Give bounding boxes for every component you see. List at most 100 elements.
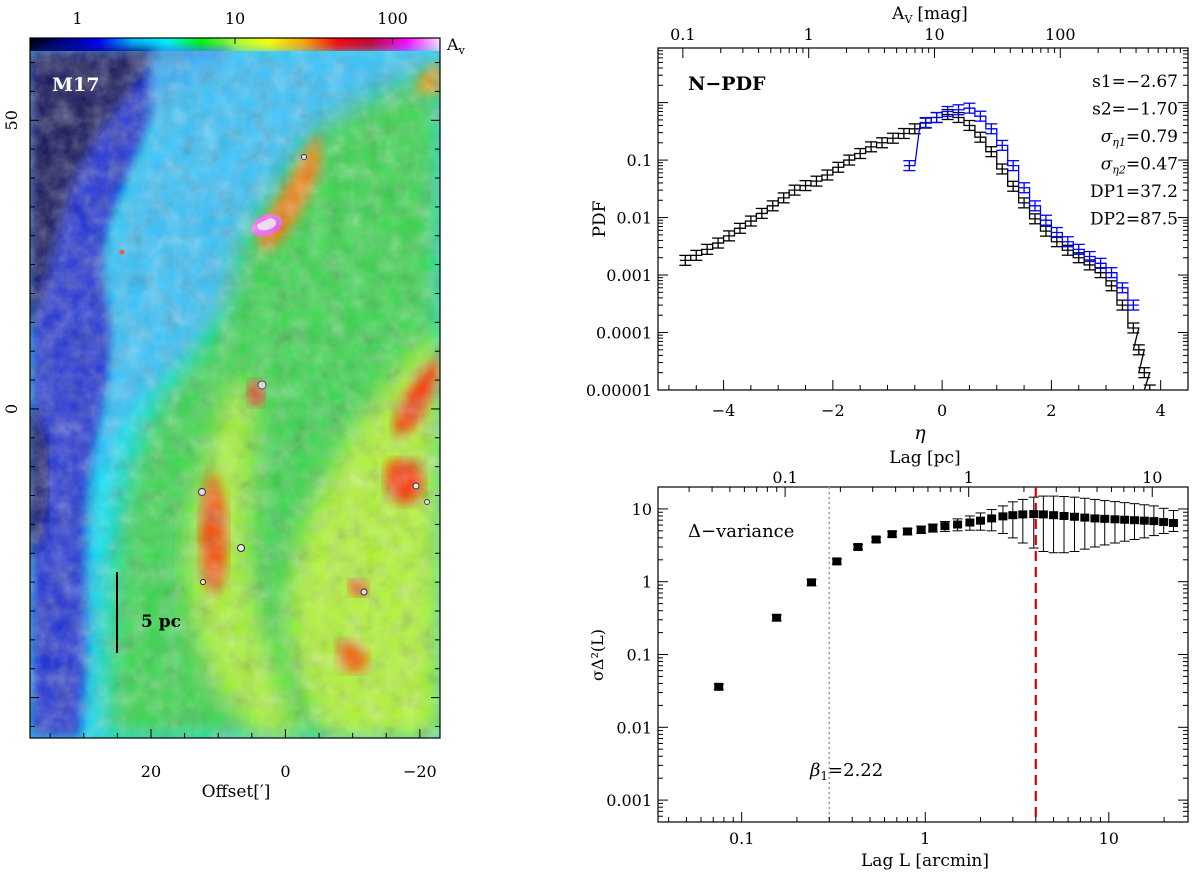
dvar-top-tick-label: 0.1 [772, 468, 797, 487]
pdf-stat: s2=−1.70 [1092, 100, 1178, 120]
pdf-stat: ση2=0.47 [1101, 155, 1178, 177]
dvar-point [976, 516, 986, 525]
pdf-top-tick-label: 0.1 [670, 25, 695, 44]
dvar-point [1090, 514, 1100, 523]
map-x-tick-label: 0 [280, 762, 290, 781]
dvar-point [772, 613, 782, 622]
dvar-point [902, 527, 912, 536]
colorbar-tick-label: 10 [225, 9, 245, 28]
dvar-point [1008, 511, 1018, 520]
pdf-frame [657, 47, 1189, 391]
map-tick-marks [30, 62, 440, 738]
dvar-point [916, 525, 926, 534]
pdf-stat: DP1=37.2 [1090, 182, 1178, 202]
colorbar-tick-label: 100 [377, 9, 408, 28]
pdf-x-tick-label: −4 [712, 401, 736, 420]
extinction-map [30, 51, 440, 738]
dvar-x-tick-label: 10 [1099, 829, 1119, 848]
dvar-point [1120, 515, 1130, 524]
dvar-point [1159, 518, 1169, 527]
colorbar-tick-label: 1 [72, 9, 82, 28]
dvar-point [1168, 519, 1178, 528]
map-title: M17 [52, 74, 99, 96]
pdf-axes: −4 −2 0 2 4 0.1 0.01 0.001 0.0001 0.00001 0.1 1 10 10… [586, 25, 1189, 420]
dvar-point [714, 682, 724, 691]
map-y-tick-labels: 50 0 [2, 110, 21, 414]
pdf-top-tick-label: 1 [804, 25, 814, 44]
map-frame [29, 37, 441, 739]
pdf-x-tick-label: 4 [1156, 401, 1166, 420]
pdf-y-tick-label: 0.1 [627, 151, 652, 170]
pdf-top-tick-label: 10 [924, 25, 944, 44]
dvar-y-tick-label: 10 [632, 500, 652, 519]
dvar-point [887, 530, 897, 539]
dvar-title: Δ−variance [688, 521, 794, 542]
dvar-point [1139, 516, 1149, 525]
map-panel: 1 10 100 Av [2, 9, 466, 802]
dvar-point [1059, 511, 1069, 520]
dvar-point [1110, 515, 1120, 524]
dvar-x-label: Lag L [arcmin] [861, 851, 989, 871]
dvar-point [1029, 510, 1039, 519]
pdf-x-tick-label: −2 [821, 401, 845, 420]
dvar-point [871, 535, 881, 544]
pdf-x-label: η [914, 422, 926, 444]
pdf-top-label: AV [mag] [891, 4, 968, 26]
dvar-x-tick-label: 1 [920, 829, 930, 848]
dvar-point [1018, 510, 1028, 519]
pdf-top-tick-label: 100 [1045, 25, 1076, 44]
dvar-annotation: β1=2.22 [809, 760, 883, 783]
pdf-y-tick-label: 0.01 [616, 209, 652, 228]
dvar-x-tick-label: 0.1 [729, 829, 754, 848]
pdf-y-tick-label: 0.00001 [586, 381, 652, 400]
dvar-point [1129, 516, 1139, 525]
dvar-point [965, 518, 975, 527]
scale-bar-label: 5 pc [141, 612, 181, 632]
pdf-x-tick-label: 2 [1046, 401, 1056, 420]
pdf-y-label: PDF [590, 200, 610, 237]
map-x-label: Offset[′] [202, 782, 271, 802]
colorbar [30, 38, 440, 51]
dvar-panel: 0.1 1 10 10 1 0.1 0.01 0.001 0.1 1 10 Δ−variance β… [588, 448, 1189, 871]
dvar-y-tick-label: 0.1 [627, 646, 652, 665]
dvar-y-tick-label: 1 [642, 573, 652, 592]
pdf-stat: s1=−2.67 [1092, 72, 1178, 92]
dvar-point [987, 514, 997, 523]
pdf-stats: s1=−2.67 s2=−1.70 ση1=0.79 ση2=0.47 DP1=37.2… [1090, 72, 1178, 230]
dvar-axes: 0.1 1 10 10 1 0.1 0.01 0.001 0.1 1 10 [606, 468, 1188, 848]
dvar-point [1038, 510, 1048, 519]
colorbar-ticks: 1 10 100 [72, 9, 408, 44]
dvar-top-tick-label: 1 [964, 468, 974, 487]
dvar-top-tick-label: 10 [1142, 468, 1162, 487]
pdf-x-tick-label: 0 [937, 401, 947, 420]
dvar-point [1080, 513, 1090, 522]
dvar-point [998, 512, 1008, 521]
pdf-stat: DP2=87.5 [1090, 210, 1178, 230]
pdf-title: N−PDF [688, 73, 766, 95]
dvar-point [832, 557, 842, 566]
dvar-point [928, 523, 938, 532]
map-x-tick-labels: 20 0 −20 [141, 762, 437, 781]
dvar-point [1049, 511, 1059, 520]
pdf-y-tick-label: 0.001 [606, 266, 652, 285]
dvar-y-tick-label: 0.001 [606, 791, 652, 810]
colorbar-label: Av [446, 35, 466, 57]
dvar-point [853, 542, 863, 551]
dvar-point [1149, 517, 1159, 526]
pdf-series [679, 102, 1156, 390]
dvar-series [713, 487, 1179, 822]
pdf-y-tick-label: 0.0001 [596, 324, 652, 343]
map-y-tick-label: 0 [2, 404, 21, 414]
map-x-tick-label: 20 [141, 762, 161, 781]
dvar-point [1100, 514, 1110, 523]
pdf-panel: −4 −2 0 2 4 0.1 0.01 0.001 0.0001 0.00001 0.1 1 10 10… [586, 4, 1189, 444]
dvar-point [940, 522, 950, 531]
pdf-stat: ση1=0.79 [1101, 127, 1178, 149]
dvar-point [1069, 512, 1079, 521]
dvar-y-tick-label: 0.01 [616, 718, 652, 737]
map-y-tick-label: 50 [2, 110, 21, 130]
dvar-point [953, 520, 963, 529]
map-x-tick-label: −20 [403, 762, 437, 781]
dvar-top-label: Lag [pc] [889, 448, 960, 468]
